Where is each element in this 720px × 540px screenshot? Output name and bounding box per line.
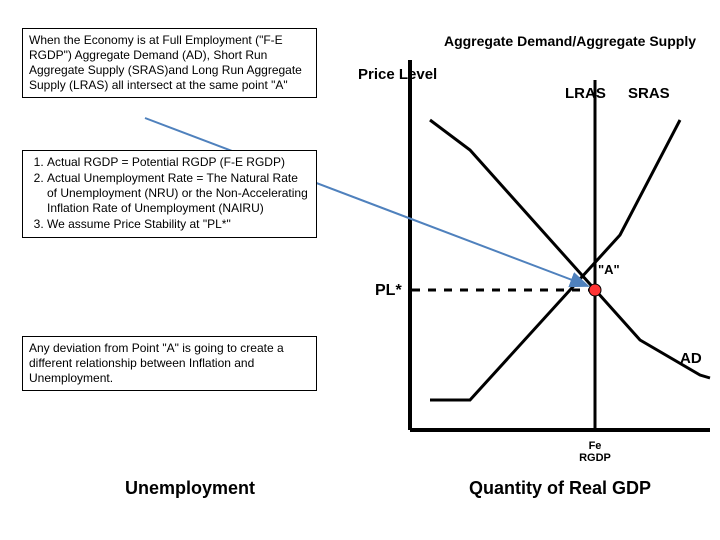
pl-star-label: PL* — [375, 282, 402, 300]
y-axis-label: Price Level — [358, 66, 437, 83]
x-tick-fe-line2: RGDP — [570, 452, 620, 464]
sras-label: SRAS — [628, 85, 670, 102]
page-root: Aggregate Demand/Aggregate Supply Price … — [0, 0, 720, 540]
ad-curve — [430, 120, 710, 378]
ad-label: AD — [680, 350, 702, 367]
sras-curve — [430, 120, 680, 400]
list-item-1: Actual RGDP = Potential RGDP (F-E RGDP) — [47, 155, 310, 170]
unemployment-label: Unemployment — [90, 478, 290, 499]
point-a-label: "A" — [598, 262, 620, 277]
list-textbox: Actual RGDP = Potential RGDP (F-E RGDP) … — [22, 150, 317, 238]
x-tick-fe: Fe RGDP — [570, 440, 620, 464]
x-tick-fe-line1: Fe — [570, 440, 620, 452]
closing-textbox: Any deviation from Point "A" is going to… — [22, 336, 317, 391]
chart-title: Aggregate Demand/Aggregate Supply — [440, 33, 700, 49]
intro-text: When the Economy is at Full Employment (… — [29, 33, 302, 92]
lras-label: LRAS — [565, 85, 606, 102]
list-item-3: We assume Price Stability at "PL*" — [47, 217, 310, 232]
list-item-2: Actual Unemployment Rate = The Natural R… — [47, 171, 310, 216]
x-axis-label: Quantity of Real GDP — [430, 478, 690, 499]
intersection-marker — [589, 284, 601, 296]
axes — [410, 60, 710, 430]
closing-text: Any deviation from Point "A" is going to… — [29, 341, 284, 385]
explain-list: Actual RGDP = Potential RGDP (F-E RGDP) … — [29, 155, 310, 232]
intro-textbox: When the Economy is at Full Employment (… — [22, 28, 317, 98]
